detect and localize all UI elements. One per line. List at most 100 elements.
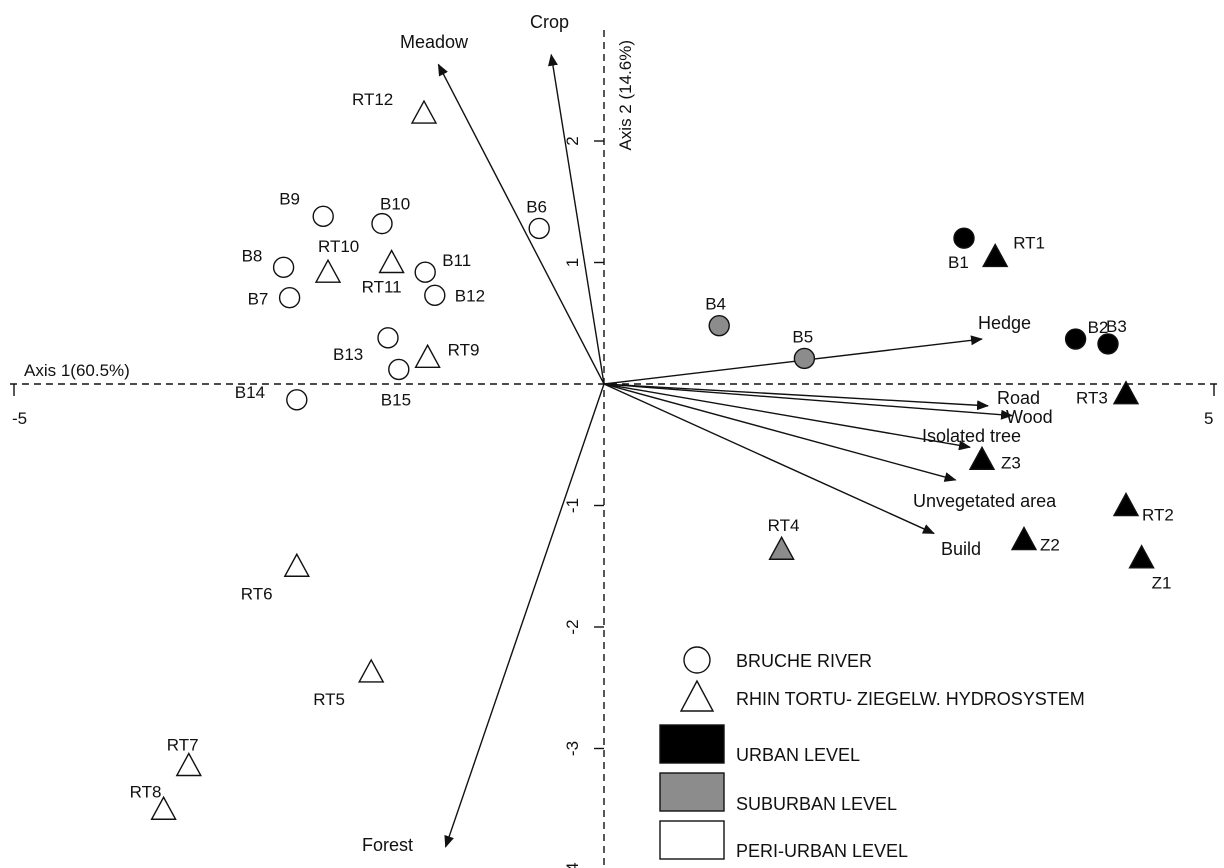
point-b5 bbox=[793, 347, 816, 370]
point-label-b10: B10 bbox=[380, 195, 410, 214]
point-label-rt12: RT12 bbox=[352, 90, 393, 109]
point-b9 bbox=[312, 205, 334, 228]
point-b13 bbox=[377, 327, 399, 349]
point-label-b14: B14 bbox=[235, 383, 265, 402]
legend-swatch-suburban bbox=[659, 772, 725, 812]
point-b12 bbox=[424, 284, 446, 307]
point-label-b12: B12 bbox=[455, 286, 485, 305]
point-b2 bbox=[1064, 328, 1087, 350]
point-label-rt7: RT7 bbox=[167, 736, 199, 755]
point-b7 bbox=[278, 287, 301, 309]
arrow-label-crop: Crop bbox=[530, 12, 569, 32]
arrow-label-forest: Forest bbox=[362, 835, 413, 855]
point-label-rt11: RT11 bbox=[362, 278, 402, 297]
point-b3 bbox=[1097, 333, 1119, 355]
x-tick-label-min: -5 bbox=[12, 409, 27, 428]
arrow-hedge bbox=[603, 335, 983, 385]
point-b4 bbox=[708, 314, 730, 337]
point-label-b13: B13 bbox=[333, 345, 363, 364]
point-rt4 bbox=[768, 535, 795, 560]
arrow-road bbox=[603, 383, 989, 411]
point-label-b11: B11 bbox=[442, 251, 471, 270]
point-label-b9: B9 bbox=[279, 189, 300, 208]
point-label-rt3: RT3 bbox=[1076, 389, 1108, 408]
y-tick-label: -2 bbox=[563, 619, 582, 634]
legend-circle-symbol bbox=[683, 646, 711, 674]
point-rt12 bbox=[410, 99, 438, 124]
y-ticks: -4 -3 -2 -1 1 2 bbox=[563, 136, 604, 868]
point-rt3 bbox=[1112, 380, 1140, 405]
arrow-meadow bbox=[437, 63, 605, 385]
legend-label-bruche: BRUCHE RIVER bbox=[736, 651, 872, 671]
point-rt2 bbox=[1112, 492, 1140, 517]
point-label-b5: B5 bbox=[792, 327, 813, 346]
arrow-label-isolated-tree: Isolated tree bbox=[922, 426, 1021, 446]
point-label-rt5: RT5 bbox=[313, 690, 345, 709]
y-tick-label: 1 bbox=[563, 258, 582, 267]
point-label-rt10: RT10 bbox=[318, 237, 359, 256]
arrow-label-wood: Wood bbox=[1006, 407, 1053, 427]
point-label-b15: B15 bbox=[381, 390, 411, 409]
y-tick-label: -4 bbox=[563, 862, 582, 868]
point-label-b8: B8 bbox=[242, 246, 263, 265]
point-label-rt4: RT4 bbox=[768, 516, 800, 535]
point-label-rt2: RT2 bbox=[1142, 506, 1174, 525]
point-label-b3: B3 bbox=[1106, 317, 1127, 336]
point-b15 bbox=[388, 358, 410, 381]
point-label-z3: Z3 bbox=[1001, 453, 1021, 472]
point-label-z1: Z1 bbox=[1152, 574, 1172, 593]
arrow-build bbox=[603, 383, 935, 535]
point-b1 bbox=[953, 227, 975, 249]
point-label-z2: Z2 bbox=[1040, 536, 1060, 555]
point-label-rt9: RT9 bbox=[448, 340, 480, 359]
arrow-unvegetated-area bbox=[603, 383, 957, 482]
arrow-label-hedge: Hedge bbox=[978, 313, 1031, 333]
legend-swatch-urban bbox=[659, 724, 725, 764]
point-rt1 bbox=[982, 242, 1009, 268]
point-label-rt1: RT1 bbox=[1013, 233, 1045, 252]
point-rt6 bbox=[283, 552, 310, 577]
arrow-label-build: Build bbox=[941, 539, 981, 559]
point-rt7 bbox=[175, 752, 202, 777]
y-tick-label: -1 bbox=[563, 498, 582, 513]
point-label-b6: B6 bbox=[526, 197, 547, 216]
legend-label-rhin: RHIN TORTU- ZIEGELW. HYDROSYSTEM bbox=[736, 689, 1085, 709]
point-z1 bbox=[1128, 544, 1155, 569]
point-rt9 bbox=[414, 343, 441, 368]
arrow-crop bbox=[548, 53, 605, 385]
point-label-b1: B1 bbox=[948, 253, 969, 272]
point-b6 bbox=[528, 217, 550, 240]
legend-label-suburban: SUBURBAN LEVEL bbox=[736, 794, 897, 814]
legend: BRUCHE RIVER RHIN TORTU- ZIEGELW. HYDROS… bbox=[659, 646, 1085, 861]
point-label-b7: B7 bbox=[248, 290, 269, 309]
point-label-rt8: RT8 bbox=[130, 782, 162, 801]
point-label-b2: B2 bbox=[1088, 318, 1109, 337]
point-rt5 bbox=[358, 658, 385, 683]
x-axis-title: Axis 1(60.5%) bbox=[24, 361, 130, 380]
point-rt10 bbox=[314, 258, 342, 283]
point-z3 bbox=[968, 445, 996, 471]
arrow-isolated-tree bbox=[603, 383, 971, 451]
point-label-rt6: RT6 bbox=[241, 584, 273, 603]
point-rt8 bbox=[150, 795, 177, 820]
arrow-label-unvegetated-area: Unvegetated area bbox=[913, 491, 1057, 511]
point-b11 bbox=[414, 261, 436, 283]
point-label-b4: B4 bbox=[705, 295, 726, 314]
legend-triangle-symbol bbox=[679, 679, 715, 712]
arrow-forest bbox=[444, 383, 605, 848]
y-tick-label: 2 bbox=[563, 136, 582, 145]
arrow-wood bbox=[603, 383, 1013, 420]
y-axis-title: Axis 2 (14.6%) bbox=[616, 40, 635, 151]
arrow-label-meadow: Meadow bbox=[400, 32, 469, 52]
x-tick-label-max: 5 bbox=[1204, 409, 1213, 428]
point-b14 bbox=[286, 389, 308, 411]
point-rt11 bbox=[378, 249, 405, 274]
point-b8 bbox=[272, 256, 295, 279]
legend-swatch-peri-urban bbox=[659, 820, 725, 860]
arrow-label-road: Road bbox=[997, 388, 1040, 408]
point-z2 bbox=[1010, 526, 1038, 551]
legend-label-urban: URBAN LEVEL bbox=[736, 745, 860, 765]
